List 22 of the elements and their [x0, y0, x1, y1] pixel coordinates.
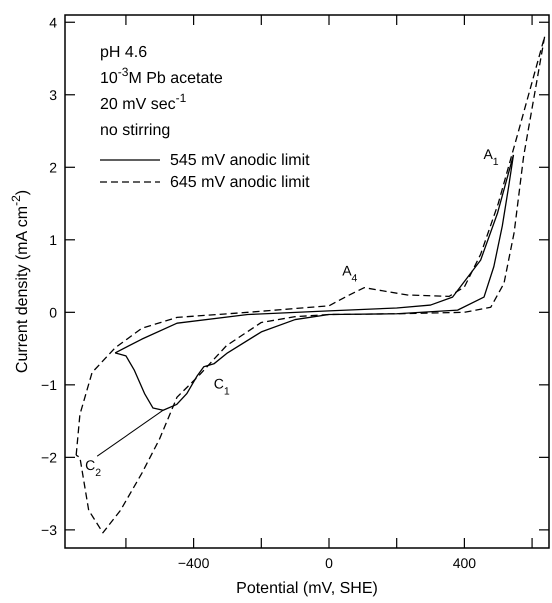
- legend-label: 545 mV anodic limit: [170, 152, 310, 169]
- annotation: C$_{2}$: [85, 457, 102, 480]
- y-tick-label: −2: [41, 449, 58, 466]
- y-tick-label: 0: [49, 304, 58, 320]
- annotation: A$_{4}$: [342, 262, 358, 285]
- annotation: no stirring: [100, 122, 170, 139]
- x-axis-title: Potential (mV, SHE): [236, 580, 378, 597]
- x-tick-label: 0: [325, 555, 334, 571]
- y-tick-label: −3: [41, 522, 58, 538]
- annotation: A$_{1}$: [483, 146, 499, 168]
- annotation: C$_{1}$: [214, 376, 230, 398]
- y-tick-label: 2: [49, 159, 58, 176]
- x-tick-label: 400: [452, 555, 476, 571]
- y-tick-label: 3: [49, 86, 58, 103]
- x-tick-label: −400: [178, 555, 210, 571]
- annotation: 10$^{-3}$M Pb acetate: [100, 65, 223, 87]
- annotation: pH 4.6: [100, 44, 148, 61]
- y-tick-label: −1: [41, 376, 58, 393]
- y-tick-label: 4: [49, 14, 58, 30]
- legend-label: 645 mV anodic limit: [170, 174, 310, 191]
- y-tick-label: 1: [49, 232, 58, 248]
- annotation: 20 mV sec$^{-1}$: [100, 91, 187, 113]
